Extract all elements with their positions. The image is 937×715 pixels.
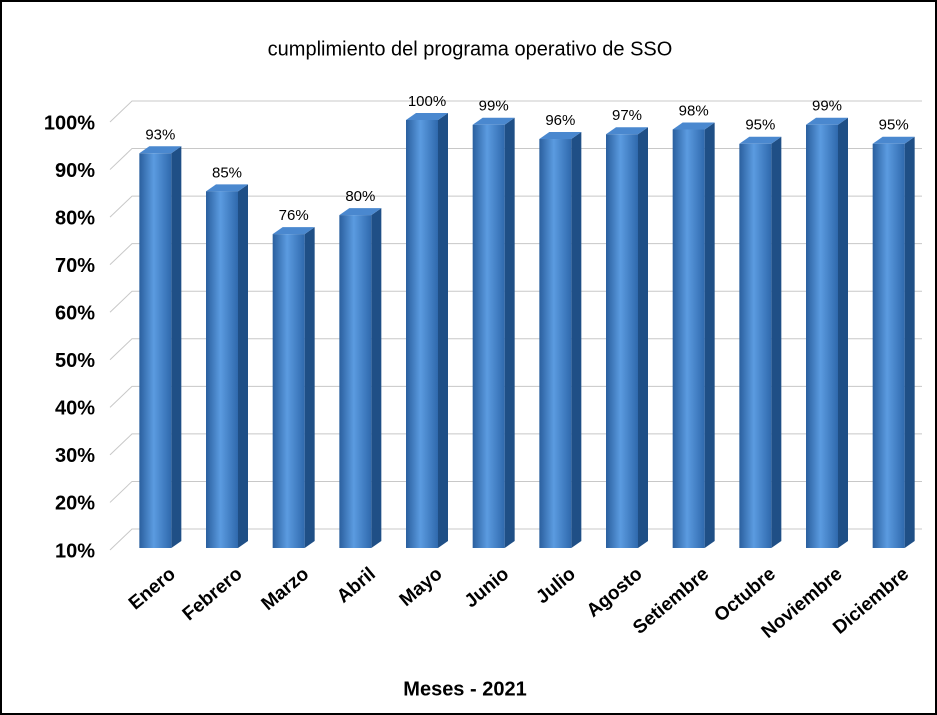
bar-side bbox=[438, 113, 448, 548]
y-tick-label: 90% bbox=[55, 160, 95, 182]
data-label: 98% bbox=[679, 102, 709, 119]
grid-line bbox=[109, 290, 922, 313]
bar bbox=[739, 143, 772, 548]
bar-top bbox=[872, 136, 915, 144]
y-tick-label: 60% bbox=[55, 303, 95, 325]
bar bbox=[872, 143, 905, 548]
bar-top bbox=[739, 136, 782, 144]
grid-line bbox=[109, 480, 922, 503]
data-label: 95% bbox=[745, 117, 775, 134]
y-tick-label: 30% bbox=[55, 445, 95, 467]
grid-line bbox=[109, 338, 922, 361]
bar bbox=[339, 215, 372, 548]
bar-top bbox=[406, 113, 448, 120]
data-label: 95% bbox=[879, 117, 909, 134]
bar-top bbox=[139, 146, 182, 154]
x-axis-title: Meses - 2021 bbox=[403, 678, 526, 700]
data-label: 76% bbox=[279, 207, 309, 224]
grid-line bbox=[109, 385, 922, 408]
bar bbox=[806, 124, 838, 548]
bar bbox=[139, 153, 172, 549]
bar-top bbox=[339, 208, 382, 216]
y-tick-label: 80% bbox=[55, 207, 95, 229]
y-tick-label: 40% bbox=[55, 398, 95, 420]
bar-top bbox=[672, 122, 715, 130]
grid-line bbox=[109, 148, 922, 170]
bar bbox=[406, 120, 438, 548]
data-label: 93% bbox=[145, 126, 175, 143]
bar-top bbox=[539, 132, 582, 140]
chart-title: cumplimiento del programa operativo de S… bbox=[268, 38, 673, 60]
data-label: 80% bbox=[345, 188, 375, 205]
grid-line bbox=[109, 528, 922, 551]
bar-top bbox=[606, 127, 648, 135]
bar-side bbox=[171, 146, 182, 549]
data-label: 99% bbox=[479, 98, 509, 115]
bar-side bbox=[238, 184, 248, 549]
bar bbox=[206, 191, 238, 549]
bar-side bbox=[371, 208, 382, 548]
y-tick-label: 10% bbox=[55, 540, 95, 562]
grid-line bbox=[109, 195, 922, 218]
bar bbox=[606, 134, 638, 548]
bar bbox=[672, 129, 705, 548]
grid-line bbox=[109, 433, 922, 456]
data-label: 85% bbox=[212, 164, 242, 181]
bar-side bbox=[304, 227, 315, 548]
bar-top bbox=[206, 184, 248, 192]
bar-side bbox=[571, 132, 582, 548]
grid-line bbox=[109, 100, 922, 123]
y-tick-label: 100% bbox=[44, 112, 95, 134]
y-tick-label: 50% bbox=[55, 350, 95, 372]
data-label: 100% bbox=[408, 93, 446, 110]
bar-side bbox=[504, 117, 515, 548]
bar-side bbox=[638, 127, 648, 549]
data-label: 97% bbox=[612, 107, 642, 124]
bar bbox=[539, 139, 572, 548]
y-tick-label: 20% bbox=[55, 493, 95, 515]
grid-line bbox=[109, 243, 922, 266]
bar-side bbox=[904, 136, 915, 548]
bar-side bbox=[771, 136, 782, 548]
bar-top bbox=[272, 227, 315, 235]
bar-side bbox=[704, 122, 715, 548]
bar-side bbox=[838, 117, 848, 548]
bar bbox=[472, 124, 505, 548]
data-label: 99% bbox=[812, 98, 842, 115]
data-label: 96% bbox=[545, 112, 575, 129]
bar-top bbox=[472, 117, 515, 125]
y-tick-label: 70% bbox=[55, 255, 95, 277]
bar bbox=[272, 234, 305, 548]
bar-top bbox=[806, 117, 848, 125]
